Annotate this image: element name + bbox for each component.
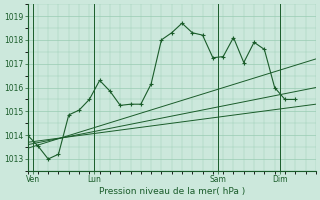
X-axis label: Pression niveau de la mer( hPa ): Pression niveau de la mer( hPa ) xyxy=(99,187,245,196)
